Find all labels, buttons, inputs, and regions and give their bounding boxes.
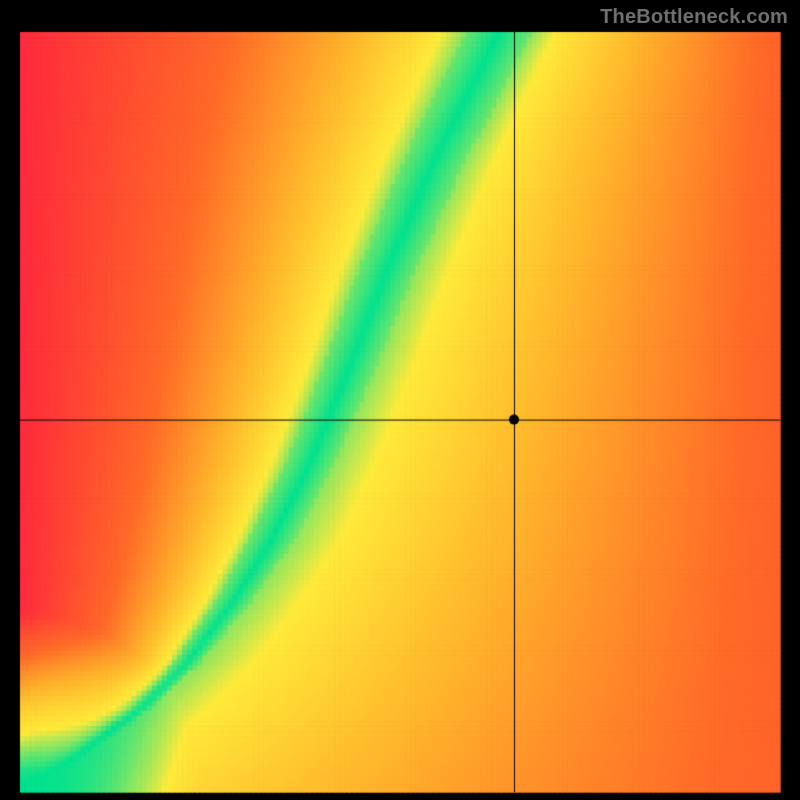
chart-root: TheBottleneck.com [0,0,800,800]
watermark-text: TheBottleneck.com [600,6,788,29]
heatmap-canvas [0,0,800,800]
